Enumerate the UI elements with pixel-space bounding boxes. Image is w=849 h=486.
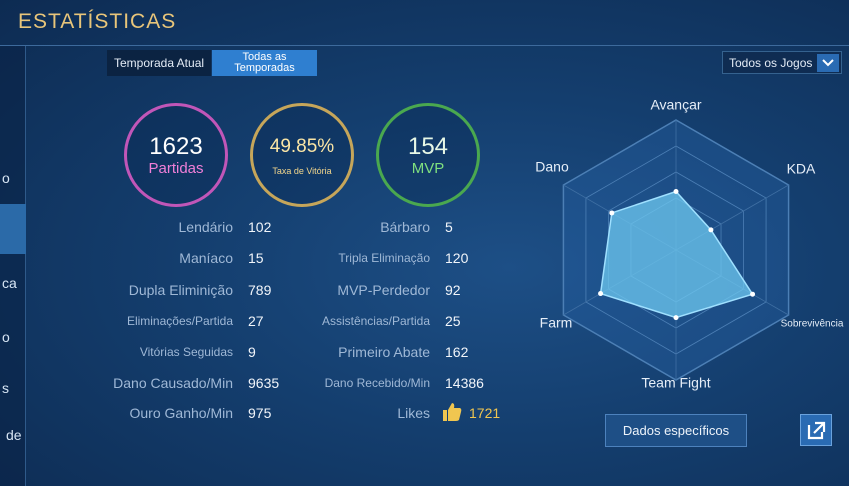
radar-axis-label: Sobrevivência <box>781 319 844 330</box>
stat-value: 15 <box>248 250 264 266</box>
sidebar-highlight <box>0 204 26 254</box>
stat-label: Assistências/Partida <box>321 314 430 328</box>
share-icon <box>807 421 826 440</box>
stat-label: Dano Recebido/Min <box>324 376 430 390</box>
stat-value: 27 <box>248 313 264 329</box>
stat-label: MVP <box>411 159 445 177</box>
like-icon <box>443 403 462 421</box>
stat-value: 975 <box>248 405 272 421</box>
stat-value: 5 <box>445 219 453 235</box>
radar-axis-label: Dano <box>535 159 569 175</box>
stat-value: 1721 <box>469 405 501 421</box>
sidebar-item[interactable]: ca <box>2 275 17 291</box>
stat-value: 102 <box>248 219 272 235</box>
details-button[interactable]: Dados específicos <box>605 414 747 447</box>
dropdown-arrow <box>817 54 839 72</box>
sidebar: o ca o s de <box>0 46 26 486</box>
stat-label: MVP-Perdedor <box>337 282 430 298</box>
sidebar-item[interactable]: de <box>6 427 22 443</box>
stat-value: 789 <box>248 282 272 298</box>
stat-value: 9 <box>248 344 256 360</box>
radar-point <box>609 210 615 216</box>
stat-value: 154 <box>407 132 449 160</box>
stat-label: Bárbaro <box>380 219 430 235</box>
stat-value: 9635 <box>248 375 280 391</box>
stat-value: 1623 <box>149 132 203 160</box>
stat-value: 49.85% <box>269 136 335 157</box>
sidebar-item[interactable]: s <box>2 380 9 396</box>
filter-dropdown[interactable]: Todos os Jogos <box>722 51 842 74</box>
sidebar-item[interactable]: o <box>2 170 10 186</box>
radar-point <box>708 227 714 233</box>
radar-point <box>673 315 679 321</box>
stat-label: Vitórias Seguidas <box>139 345 233 359</box>
stat-value: 92 <box>445 282 461 298</box>
radar-point <box>673 189 679 194</box>
radar-point <box>598 291 604 297</box>
stat-value: 14386 <box>445 375 484 391</box>
stat-circle: 154 MVP <box>376 103 480 207</box>
filter-label: Todos os Jogos <box>729 55 813 70</box>
title: ESTATÍSTICAS <box>18 10 177 33</box>
stat-label: Ouro Ganho/Min <box>129 405 234 421</box>
stat-label: Eliminações/Partida <box>126 314 233 328</box>
share-button[interactable] <box>800 414 832 446</box>
radar-axis-label: Farm <box>540 315 573 331</box>
stat-label: Likes <box>397 405 430 421</box>
tab[interactable]: Temporada Atual <box>107 50 211 76</box>
stat-label: Taxa de Vitória <box>272 166 332 176</box>
stat-value: 25 <box>445 313 461 329</box>
stat-label: Primeiro Abate <box>338 344 430 360</box>
stat-label: Tripla Eliminação <box>338 251 430 265</box>
stat-label: Lendário <box>178 219 234 235</box>
radar-axis-label: Avançar <box>650 97 701 113</box>
stat-circle: 1623 Partidas <box>124 103 228 207</box>
tab-active[interactable]: Todas as Temporadas <box>212 50 317 76</box>
radar-point <box>750 291 756 297</box>
stat-label: Dupla Eliminição <box>128 282 233 298</box>
divider <box>0 45 849 46</box>
stat-label: Maníaco <box>179 250 233 266</box>
radar-axis-label: KDA <box>787 161 816 177</box>
stat-label: Partidas <box>148 159 204 177</box>
stat-circle: 49.85% Taxa de Vitória <box>250 103 354 207</box>
stat-value: 120 <box>445 250 469 266</box>
radar-chart: Avançar KDA Sobrevivência Team Fight Farm Dan… <box>535 97 844 391</box>
sidebar-item[interactable]: o <box>2 329 10 345</box>
stat-label: Dano Causado/Min <box>113 375 233 391</box>
stat-value: 162 <box>445 344 469 360</box>
radar-axis-label: Team Fight <box>641 375 710 391</box>
